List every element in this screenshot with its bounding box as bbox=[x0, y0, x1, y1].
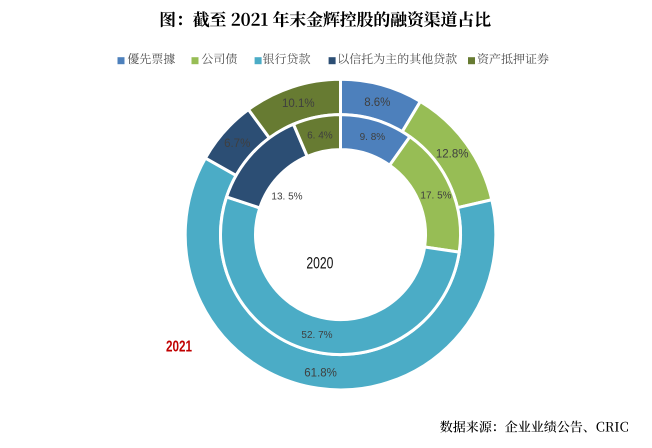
svg-text:6.7%: 6.7% bbox=[224, 138, 250, 150]
svg-text:6. 4%: 6. 4% bbox=[307, 131, 333, 142]
svg-text:17. 5%: 17. 5% bbox=[420, 191, 451, 202]
svg-text:52. 7%: 52. 7% bbox=[301, 330, 332, 341]
svg-text:2020: 2020 bbox=[306, 255, 333, 273]
svg-text:13. 5%: 13. 5% bbox=[271, 191, 302, 202]
svg-text:10.1%: 10.1% bbox=[282, 98, 315, 110]
svg-text:12.8%: 12.8% bbox=[436, 149, 469, 161]
svg-text:9. 8%: 9. 8% bbox=[360, 132, 386, 143]
svg-text:61.8%: 61.8% bbox=[304, 367, 337, 379]
svg-text:2021: 2021 bbox=[166, 338, 192, 355]
svg-text:8.6%: 8.6% bbox=[364, 97, 390, 109]
